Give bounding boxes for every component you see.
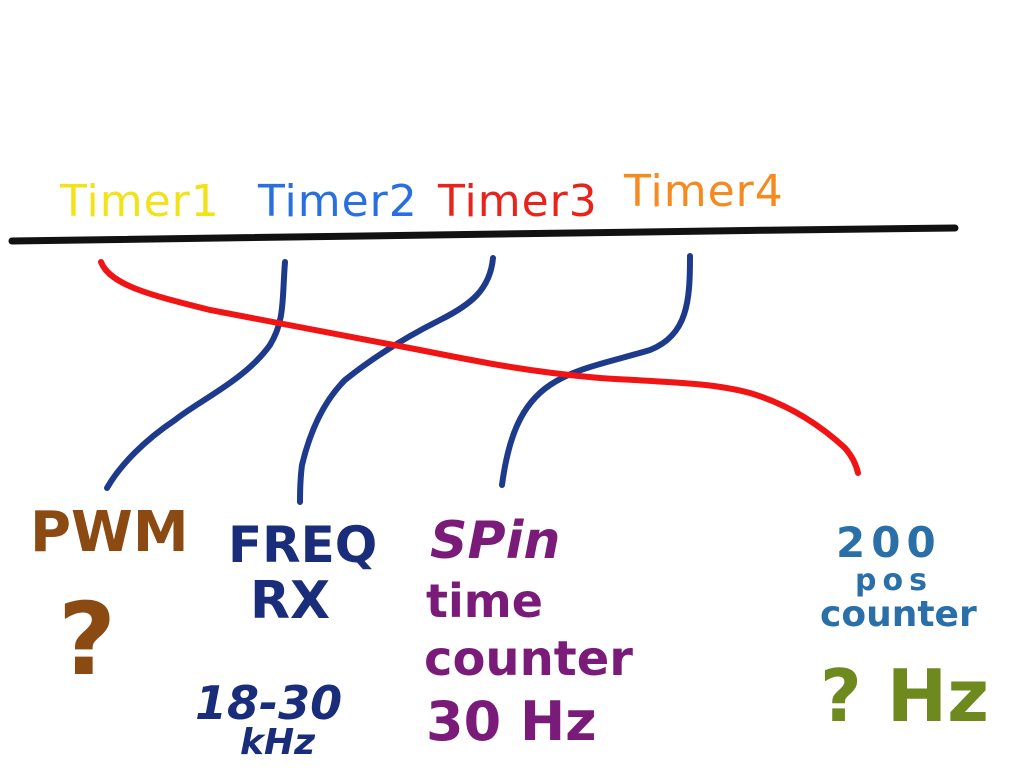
spin-line1: SPin	[430, 511, 561, 571]
timer4-label: Timer4	[624, 166, 784, 217]
pos-value: ? Hz	[820, 654, 989, 738]
wire-timer4-to-spin	[499, 253, 693, 488]
pos-line3: counter	[820, 594, 977, 635]
pos-line1: 200	[836, 518, 942, 567]
freq-unit: kHz	[240, 722, 316, 763]
spin-value: 30 Hz	[426, 690, 597, 753]
freq-rx: RX	[250, 571, 331, 631]
pwm-question-mark: ?	[58, 581, 117, 698]
wire-timer3-to-freq	[297, 255, 496, 505]
timer1-label: Timer1	[60, 176, 220, 227]
timer3-label: Timer3	[438, 176, 598, 227]
pos-line2: pos	[855, 563, 933, 598]
pwm-title: PWM	[30, 500, 189, 565]
timer2-label: Timer2	[258, 176, 418, 227]
freq-range: 18-30	[195, 676, 343, 730]
wire-timer1-to-pos	[98, 259, 861, 476]
bus-line	[8, 224, 959, 245]
spin-line3: counter	[424, 631, 633, 687]
freq-title: FREQ	[228, 516, 378, 574]
spin-line2: time	[426, 574, 543, 628]
wire-timer2-to-pwm	[104, 259, 288, 491]
